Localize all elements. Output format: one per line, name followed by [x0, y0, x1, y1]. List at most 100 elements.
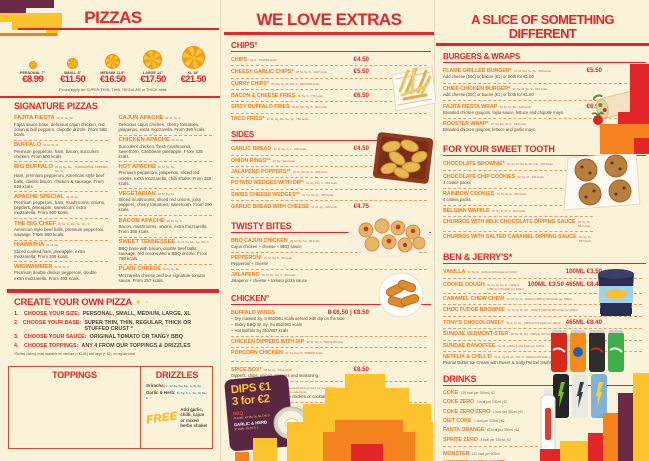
- pizza-description: Premium pepperoni, jalapenos, sliced red…: [118, 170, 212, 186]
- item-name: CHIPS: [231, 56, 247, 63]
- allergen-codes: W, M, Sy, S · 1047 kcals: [295, 70, 327, 75]
- size-price: €21.50: [180, 74, 207, 86]
- divider: [231, 50, 431, 52]
- step-number: 3.: [14, 334, 19, 341]
- allergen-codes: W, M, Sy, Su, SO, S: [54, 164, 73, 173]
- deco-sunburst-orange: [335, 420, 403, 432]
- monster-cans-image: [553, 374, 607, 418]
- allergen-codes: W, M, Sy, Su: [157, 164, 175, 169]
- signature-pizza: HIAWATHA W, M, Su Sliced cooked ham, pin…: [14, 241, 108, 263]
- menu-item: CHOC FUDGE BROWNIE W, Sy, E, M, SO · (10…: [443, 305, 642, 317]
- menu-item: JALAPENO W, M, Sy, Su, S · 49 kcals Jala…: [231, 270, 427, 286]
- size-label: MEDIUM 11.5": [100, 71, 125, 76]
- chips-list: CHIPS Sy, S · 703/969 kcals €4.50 CHEESY…: [231, 54, 427, 124]
- step-label: CHOOSE TOPPINGS:: [24, 342, 79, 349]
- item-name: CHOCOLATE BROWNIE*: [443, 161, 505, 168]
- allergen-codes: W, Sy, M, Su, S · 694 kcals: [512, 86, 548, 91]
- menu-item: TONY'S CHOCOLONELY W, E, M, Sy · (465ml)…: [443, 317, 642, 330]
- signature-pizza: CHICKEN APACHE W, M, Sy Succulent chicke…: [118, 136, 212, 163]
- deco-stairs-red: [588, 433, 603, 461]
- drizzles-cell: DRIZZLES Sriracha: L, W, Sy, Su, Mu, S, …: [141, 367, 212, 448]
- pizza-name: SWEET TENNESSEE: [118, 239, 176, 246]
- pizzas-panel: PIZZAS PERSONAL 7" €8.99 SMALL 9" €11.50…: [0, 0, 220, 461]
- menu-item: SUNDAE VERMONT-STER W, Sy, M, SO · (500m…: [443, 329, 642, 341]
- divider: [7, 289, 219, 294]
- size-label: SMALL 9": [63, 71, 82, 76]
- allergen-codes: W, M, Sy: [171, 138, 184, 143]
- deco-stairs-maroon: [618, 393, 633, 461]
- signature-pizza: CAJUN APACHE W, M, Sy, S Delicious cajun…: [118, 114, 212, 136]
- item-price: €6.50: [353, 92, 369, 100]
- create-step: 1. CHOOSE YOUR SIZE: PERSONAL, SMALL, ME…: [14, 311, 212, 317]
- drink-detail: 63 kcal per 330ml | €2: [486, 428, 520, 433]
- extras-panel: WE LOVE EXTRAS CHIPS° CHIPS Sy, S · 703/…: [221, 0, 434, 461]
- allergen-codes: W, Sy, M · 557 kcals: [578, 234, 593, 243]
- divider: [231, 140, 431, 142]
- divider: [231, 231, 431, 233]
- size-label: XL 18": [187, 71, 199, 76]
- item-name: CHURROS WITH SALTED CARAMEL DIPPING SAUC…: [443, 233, 577, 240]
- item-name: CHOCOLATE CHIP COOKIES: [443, 173, 516, 180]
- cookies-image: [563, 151, 641, 211]
- menu-item: SPICY BUFFALO FRIES W, M, Mu, Sy, S · 96…: [231, 102, 427, 114]
- deco-edge-red: [634, 138, 649, 154]
- item-name: NETFLIX & CHILL'D: [443, 353, 492, 360]
- item-name: CHOC FUDGE BROWNIE: [443, 307, 505, 314]
- size-price: €17.50: [140, 74, 166, 86]
- menu-item: ROOSTER WRAP* W, Sy, Mu, M, S · 643 kcal…: [443, 119, 642, 135]
- divider: [231, 304, 431, 306]
- allergen-codes: W, Sy, E · (100ml) 229 kcals per 100ml: [467, 270, 518, 275]
- item-name: BUFFALO WINGS: [231, 310, 275, 317]
- divider: [224, 31, 434, 35]
- item-price: €4.75: [353, 203, 369, 211]
- toppings-cell: TOPPINGS: [9, 367, 141, 448]
- item-sub: Chips + dippers, wings, popcorn chicken …: [231, 394, 366, 400]
- allergen-codes: W, E, Sy, M, Pn, SO, S · (465ml) 263 kca…: [494, 354, 563, 359]
- drizzle-item: Garlic & Herb: M, Sy, S, L, Su, W, Mu, E: [146, 390, 207, 400]
- sides-heading: SIDES: [231, 130, 255, 140]
- pizza-description: Sliced cooked ham, pineapple, extra mozz…: [14, 248, 85, 259]
- step-value: PERSONAL, SMALL, MEDIUM, LARGE, XL: [82, 310, 191, 317]
- allergen-codes: W, M, Sy, S, L · 439 kcals: [273, 147, 307, 152]
- item-name: SUNDAE BANOFFEE: [443, 342, 496, 349]
- item-sub: 4 cookie packs: [443, 196, 471, 202]
- deco-edge-red: [618, 112, 649, 124]
- allergen-codes: M, Sy, S, L, Su, W, Mu, E: [146, 391, 207, 400]
- menu-item: BELGIAN WAFFLE W, Sy, E, M, S · 623 kcal…: [443, 206, 593, 218]
- pizza-slice-icon: [28, 61, 37, 70]
- allergen-codes: Sy, S · 703/969 kcals: [249, 57, 277, 62]
- chicken-list: CHICKEN DIPPERS WITH DIP W, M, Sy, S · 5…: [231, 337, 427, 359]
- wings-image: [378, 272, 424, 318]
- step-number: 1.: [14, 310, 19, 317]
- menu-item: FAJITA FIESTA WRAP W, M, Sy, Su · 498 kc…: [443, 101, 642, 119]
- allergen-codes: Sy, M, Su, E · (100ml) (465ml) 260 kcals…: [506, 296, 572, 301]
- item-name: RAINBOW COOKIES: [443, 190, 495, 197]
- drink-item: COKE ZERO 0 kcal per 330ml | €2: [443, 397, 642, 406]
- menu-item: PEPPERONI W, M, Sy, S · 59 kcals Peppero…: [231, 253, 427, 270]
- item-sub: Cajun chicken + cheese + BBQ sauce: [231, 243, 302, 249]
- divider: [443, 62, 646, 64]
- item-name: POPCORN CHICKEN: [231, 350, 283, 357]
- deco-sunburst-gold: [325, 388, 409, 404]
- item-name: SUNDAE VERMONT-STER: [443, 331, 509, 338]
- menu-item: POPCORN CHICKEN W, Sy, Cel, S · 568/618 …: [231, 348, 427, 358]
- drink-item: FANTA ORANGE 63 kcal per 330ml | €2: [443, 426, 642, 435]
- allergen-codes: W, M, Sy, Su · 498 kcals: [499, 104, 531, 109]
- allergen-codes: Sy, M · (465ml) 249 kcals per 100ml: [497, 343, 544, 348]
- deco-sunburst-gold: [303, 404, 431, 422]
- allergen-codes: W, M, Sy, Su, S · 49 kcals: [262, 272, 295, 277]
- allergen-codes: W, M, Sy, S: [165, 116, 181, 121]
- surcharge-tag: SURCHARGE APPLIES: [74, 164, 108, 169]
- drink-item: DIET COKE 1 kcal per 330ml | €2: [443, 416, 642, 425]
- chips-heading: CHIPS°: [231, 40, 258, 50]
- sizes-note: Prices apply for SUPER THIN, THIN, REGUL…: [59, 87, 167, 92]
- drink-item: COKE 139 kcal per 330ml | €2: [443, 388, 642, 397]
- pizza-name: APACHE SPECIAL: [14, 193, 65, 200]
- stuffed-crust-note: *Stuffed cheesy crust available on mediu…: [14, 351, 136, 356]
- toppings-title: TOPPINGS: [52, 370, 97, 380]
- menu-item: NETFLIX & CHILL'D W, E, Sy, M, Pn, SO, S…: [443, 352, 642, 368]
- signature-grid: FAJITA FIESTA W, M, Sy, Su Fajita sauce …: [14, 114, 212, 285]
- allergen-codes: W, M, Mu, Sy, S · 962 kcals: [292, 105, 328, 110]
- deco-stairs-gold: [560, 441, 588, 461]
